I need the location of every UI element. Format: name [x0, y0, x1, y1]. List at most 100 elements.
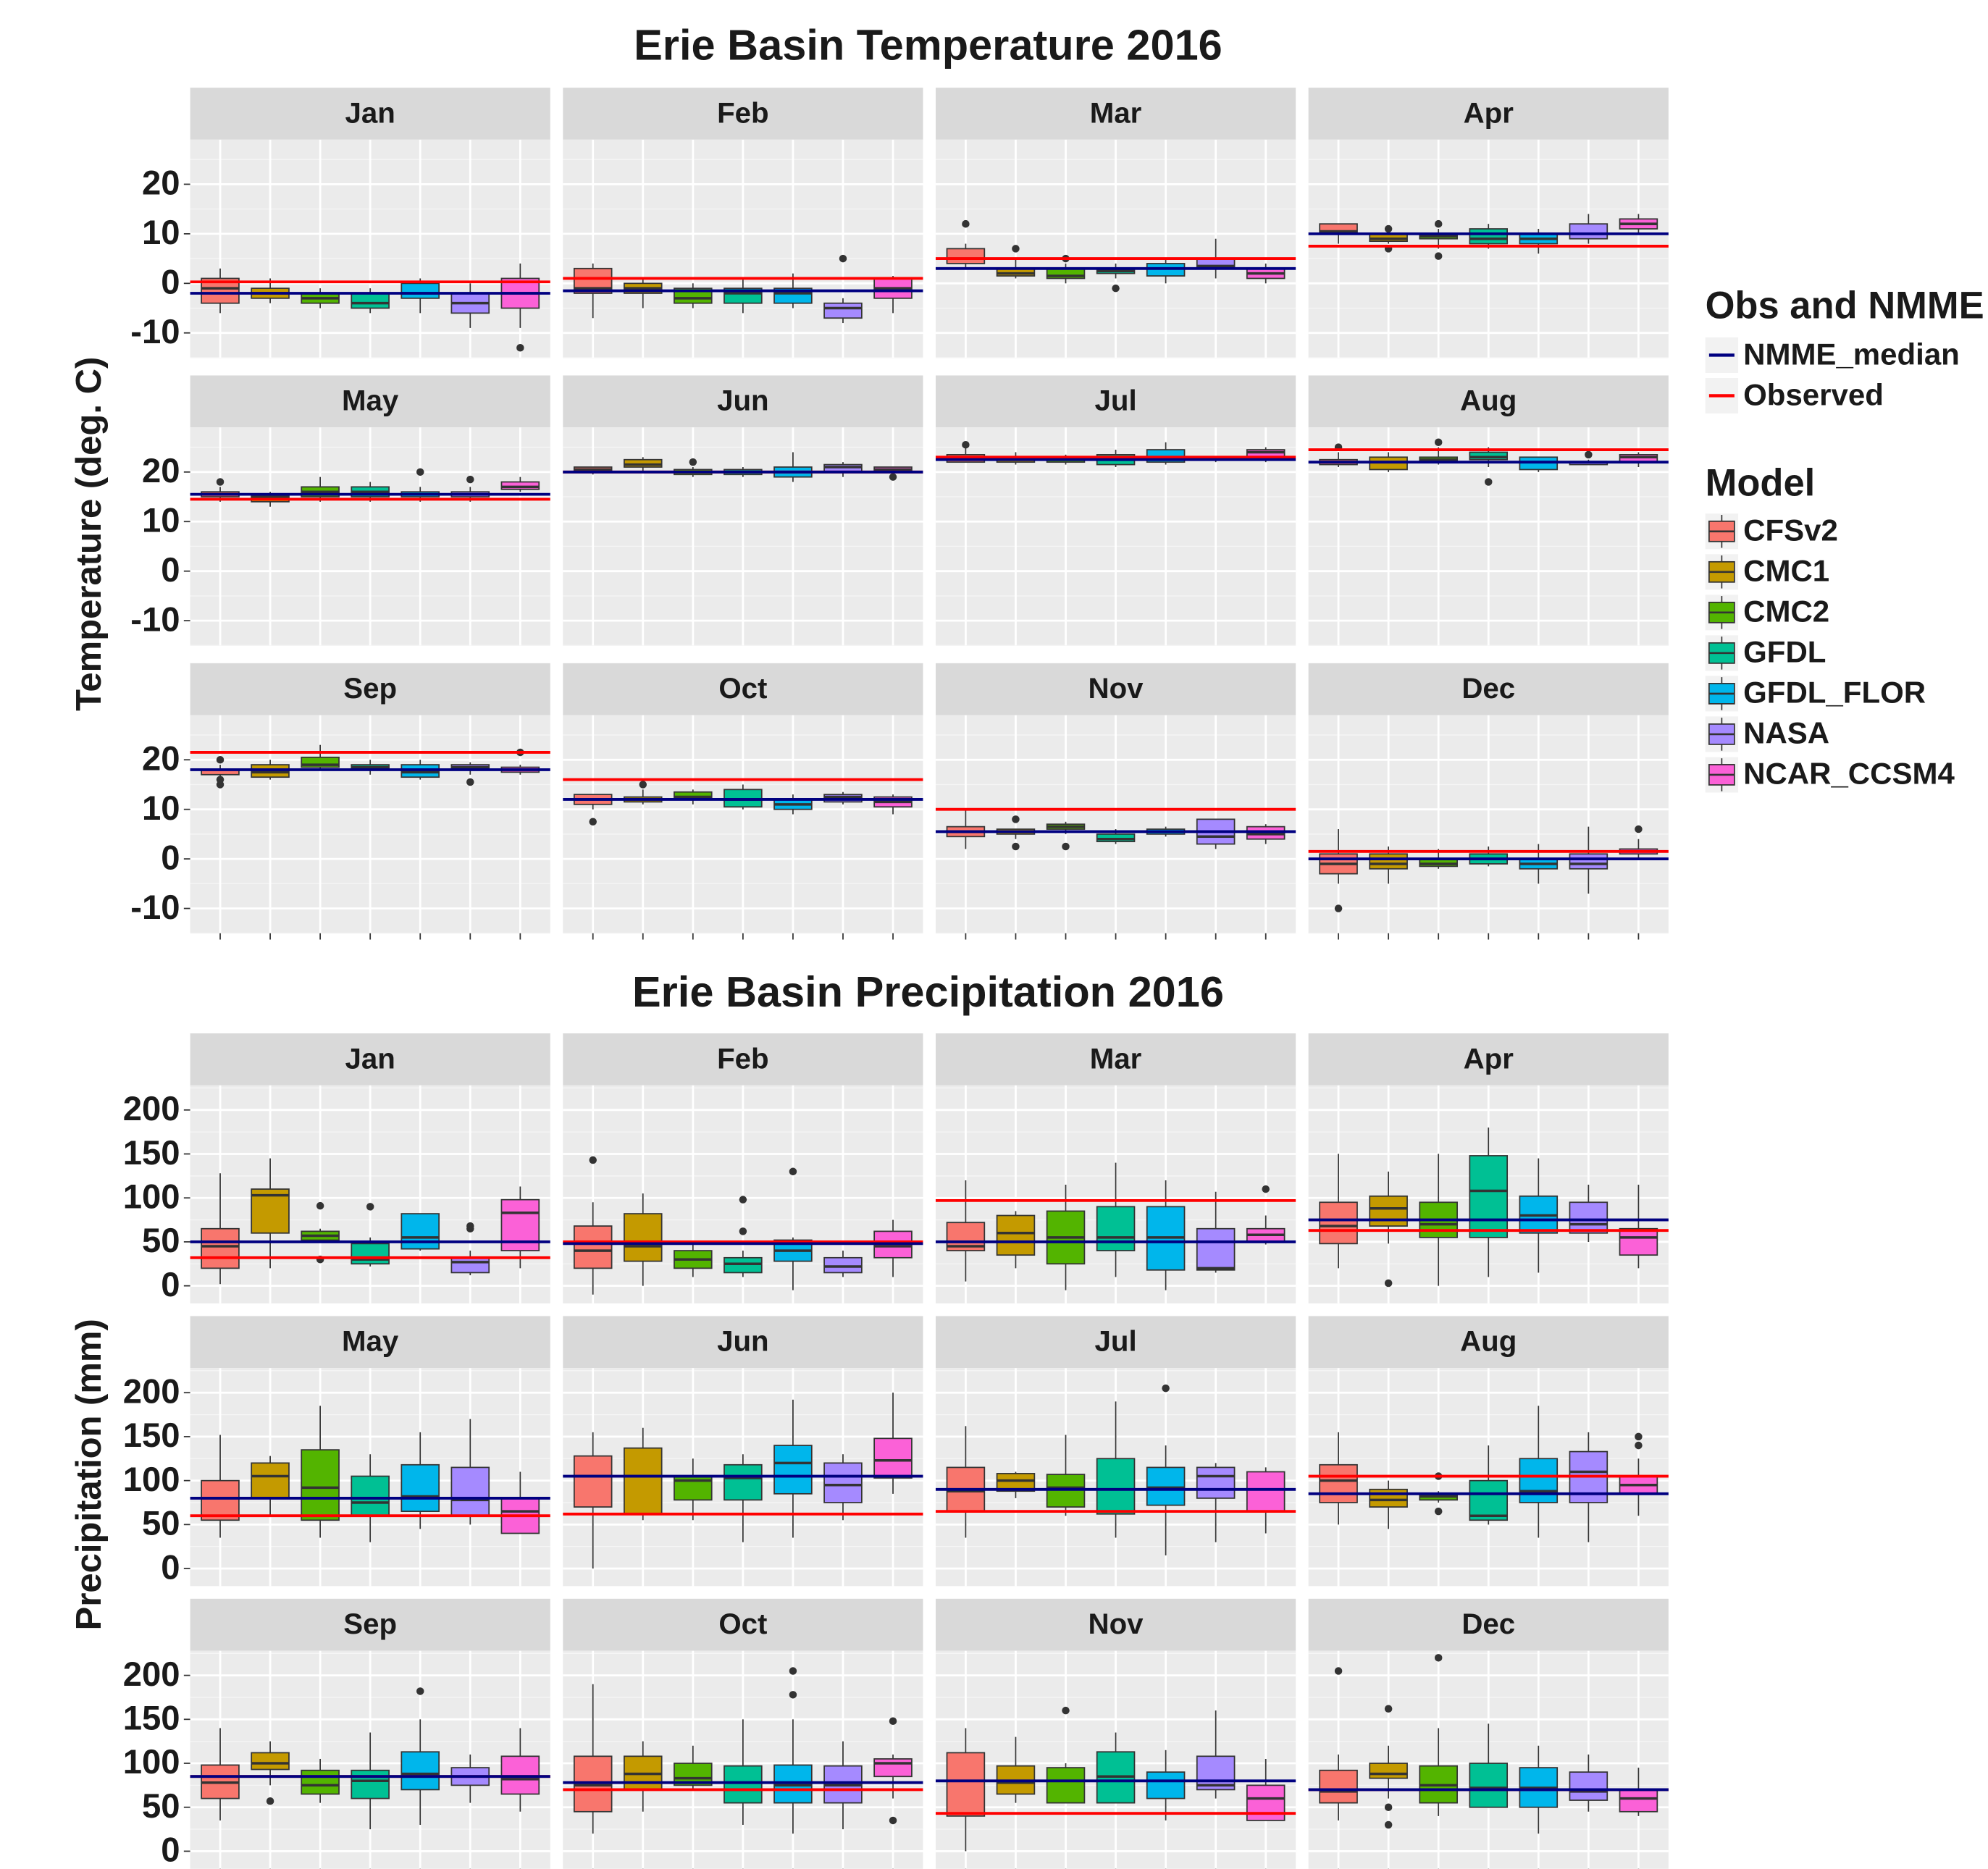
box — [1619, 1789, 1658, 1813]
outlier — [1384, 1820, 1393, 1829]
y-tick-label: 0 — [161, 1831, 180, 1869]
box — [1046, 1767, 1086, 1804]
strip-label: Sep — [343, 672, 397, 705]
legend-label: CMC1 — [1743, 554, 1829, 588]
box — [450, 1256, 490, 1274]
chart-title: Erie Basin Temperature 2016 — [634, 21, 1222, 70]
box — [351, 293, 390, 309]
outlier — [739, 1196, 747, 1204]
strip — [190, 1033, 550, 1085]
box — [1196, 1227, 1236, 1271]
y-tick-label: 150 — [123, 1134, 180, 1172]
box — [773, 1445, 813, 1495]
outlier — [1434, 438, 1443, 447]
strip — [1308, 375, 1669, 428]
y-tick-label: 200 — [123, 1090, 180, 1128]
outlier — [689, 458, 697, 466]
strip-label: Feb — [717, 96, 769, 129]
box — [301, 1769, 340, 1795]
strip — [1308, 1598, 1669, 1651]
outlier — [1484, 478, 1493, 486]
strip-label: Aug — [1460, 385, 1517, 417]
box — [1569, 1771, 1609, 1801]
strip — [935, 1598, 1296, 1651]
outlier — [466, 778, 474, 786]
box — [1369, 853, 1408, 870]
legend-label: CMC2 — [1743, 595, 1829, 629]
outlier — [1062, 1706, 1070, 1715]
box — [1569, 1201, 1609, 1234]
strip-label: Mar — [1090, 1042, 1142, 1075]
outlier — [1384, 1803, 1393, 1811]
outlier — [216, 755, 225, 764]
y-tick-label: 50 — [142, 1787, 180, 1826]
outlier — [839, 254, 847, 263]
box — [1469, 1155, 1509, 1238]
strip — [1308, 1316, 1669, 1369]
box — [873, 1758, 913, 1778]
strip — [563, 1033, 923, 1085]
box — [823, 302, 863, 319]
y-tick-label: 10 — [142, 502, 180, 540]
outlier — [962, 440, 970, 449]
box — [573, 1225, 613, 1269]
outlier — [739, 1227, 747, 1235]
y-tick-label: 20 — [142, 452, 180, 490]
strip — [563, 1316, 923, 1369]
box — [946, 248, 986, 264]
box — [400, 1463, 440, 1513]
strip-label: Apr — [1464, 96, 1514, 129]
box — [823, 1256, 863, 1274]
box — [623, 1447, 663, 1515]
outlier — [266, 1797, 274, 1805]
strip-label: Sep — [343, 1608, 397, 1640]
box — [1469, 228, 1509, 245]
strip-label: Aug — [1460, 1325, 1517, 1358]
legend-label: GFDL — [1743, 635, 1826, 669]
legend-label: CFSv2 — [1743, 513, 1838, 547]
y-tick-label: 200 — [123, 1655, 180, 1694]
outlier — [1635, 825, 1643, 833]
y-tick-label: 100 — [123, 1743, 180, 1781]
outlier — [416, 468, 424, 476]
box — [1519, 1458, 1559, 1503]
box — [450, 1466, 490, 1517]
box — [1196, 1466, 1236, 1499]
legend-label: NCAR_CCSM4 — [1743, 757, 1955, 791]
outlier — [1384, 224, 1393, 233]
y-tick-label: -10 — [130, 313, 180, 351]
outlier — [1012, 245, 1020, 253]
outlier — [316, 1201, 324, 1210]
strip-label: Jul — [1094, 1325, 1136, 1358]
box — [301, 1449, 340, 1521]
outlier — [962, 219, 970, 228]
box — [573, 1455, 613, 1508]
outlier — [1434, 252, 1443, 260]
outlier — [1434, 219, 1443, 228]
box — [1319, 1769, 1358, 1804]
box — [1369, 1488, 1408, 1508]
legend-label: GFDL_FLOR — [1743, 676, 1926, 710]
strip-label: Jun — [717, 385, 769, 417]
strip-label: Dec — [1461, 1608, 1515, 1640]
outlier — [639, 781, 647, 789]
strip — [935, 663, 1296, 715]
y-axis-label: Precipitation (mm) — [70, 1319, 109, 1630]
strip-label: Oct — [718, 672, 767, 705]
strip — [1308, 1033, 1669, 1085]
strip-label: May — [342, 1325, 399, 1358]
strip-label: Apr — [1464, 1042, 1514, 1075]
strip — [563, 375, 923, 428]
outlier — [1012, 842, 1020, 851]
strip — [935, 375, 1296, 428]
outlier — [1162, 1384, 1170, 1393]
strip — [190, 375, 550, 428]
strip-label: Nov — [1089, 1608, 1144, 1640]
box — [724, 1256, 763, 1274]
y-tick-label: 150 — [123, 1700, 180, 1738]
strip-label: May — [342, 385, 399, 417]
box — [351, 1769, 390, 1799]
box — [251, 1752, 290, 1771]
strip — [563, 1598, 923, 1651]
